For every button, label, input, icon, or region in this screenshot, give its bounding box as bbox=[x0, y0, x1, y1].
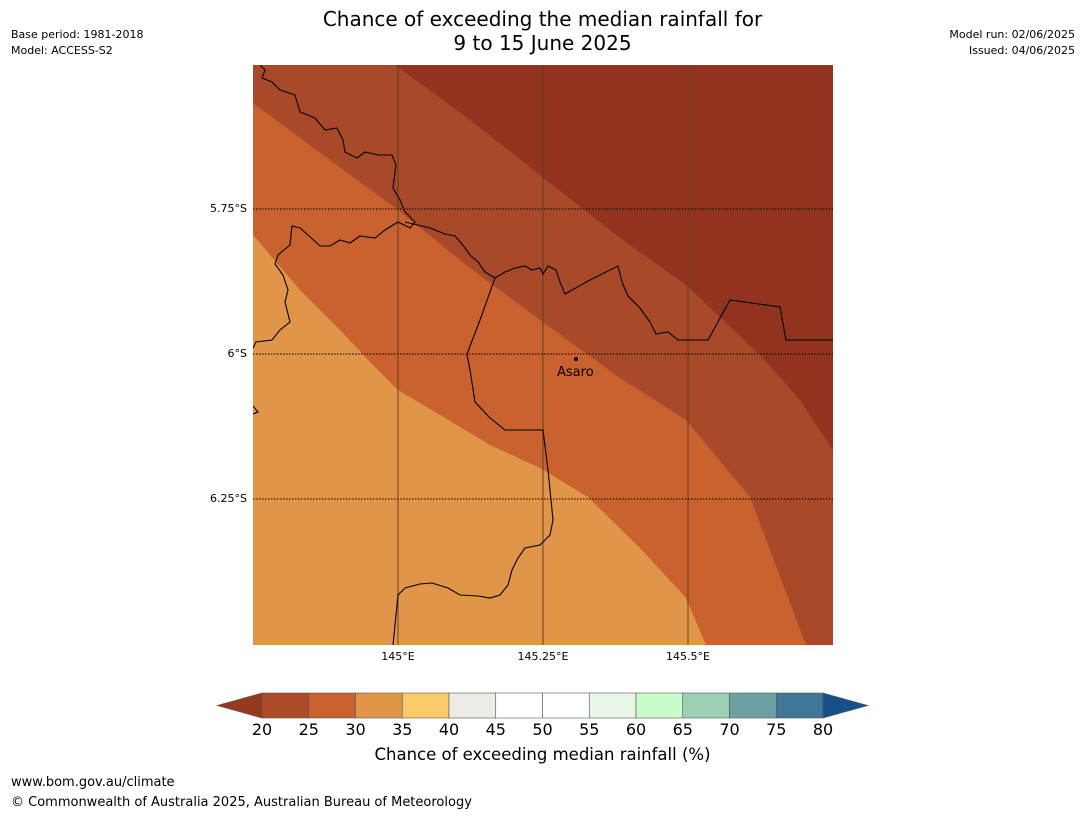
colorbar-tick-label: 45 bbox=[485, 720, 506, 739]
boundary-west-stub bbox=[253, 405, 259, 415]
colorbar-tick-label: 30 bbox=[345, 720, 366, 739]
boundary-south bbox=[392, 277, 554, 645]
colorbar-tick-label: 60 bbox=[625, 720, 647, 739]
chart-title: Chance of exceeding the median rainfall … bbox=[0, 7, 1085, 55]
footer-copyright: © Commonwealth of Australia 2025, Austra… bbox=[11, 795, 472, 810]
base-period: Base period: 1981-2018 bbox=[11, 28, 144, 41]
colorbar-under-arrow bbox=[215, 692, 263, 719]
colorbar-segment bbox=[355, 692, 403, 719]
colorbar-segment bbox=[588, 692, 637, 719]
model-name: Model: ACCESS-S2 bbox=[11, 44, 113, 57]
colorbar-segment bbox=[635, 692, 684, 719]
colorbar-segment bbox=[401, 692, 450, 719]
lat-label-6-25: 6.25°S bbox=[210, 492, 247, 505]
lat-label-5-75: 5.75°S bbox=[210, 202, 247, 215]
title-line-1: Chance of exceeding the median rainfall … bbox=[322, 7, 763, 31]
colorbar-over-arrow bbox=[822, 692, 870, 719]
colorbar-tick-label: 35 bbox=[392, 720, 413, 739]
colorbar-segment bbox=[448, 692, 497, 719]
colorbar-tick-label: 25 bbox=[298, 720, 319, 739]
colorbar-segment bbox=[495, 692, 543, 719]
asaro-marker bbox=[574, 357, 578, 361]
lon-label-145-25: 145.25°E bbox=[517, 650, 569, 663]
colorbar-tick-label: 70 bbox=[719, 720, 740, 739]
meta-left: Base period: 1981-2018 Model: ACCESS-S2 bbox=[11, 27, 143, 59]
boundary-north bbox=[253, 65, 416, 349]
place-label-asaro: Asaro bbox=[557, 365, 594, 380]
colorbar-segment bbox=[308, 692, 356, 719]
footer-url: www.bom.gov.au/climate bbox=[11, 775, 175, 790]
colorbar-segment bbox=[542, 692, 590, 719]
colorbar-tick-label: 65 bbox=[672, 720, 693, 739]
colorbar bbox=[215, 692, 870, 719]
meta-right: Model run: 02/06/2025 Issued: 04/06/2025 bbox=[949, 27, 1075, 59]
colorbar-segment bbox=[682, 692, 730, 719]
colorbar-tick-label: 50 bbox=[532, 720, 553, 739]
boundary-central bbox=[404, 221, 833, 341]
colorbar-segment bbox=[775, 692, 824, 719]
colorbar-tick-label: 40 bbox=[438, 720, 460, 739]
colorbar-tick-label: 20 bbox=[251, 720, 273, 739]
colorbar-segment bbox=[729, 692, 777, 719]
colorbar-tick-label: 75 bbox=[766, 720, 787, 739]
lon-label-145: 145°E bbox=[381, 650, 415, 663]
colorbar-tick-label: 80 bbox=[812, 720, 834, 739]
model-run: Model run: 02/06/2025 bbox=[949, 28, 1075, 41]
band-below-20 bbox=[395, 65, 833, 450]
colorbar-segment bbox=[261, 692, 310, 719]
title-line-2: 9 to 15 June 2025 bbox=[453, 31, 632, 55]
colorbar-label: Chance of exceeding median rainfall (%) bbox=[374, 745, 711, 764]
lat-label-6: 6°S bbox=[227, 347, 247, 360]
colorbar-tick-label: 55 bbox=[579, 720, 600, 739]
lon-label-145-5: 145.5°E bbox=[666, 650, 710, 663]
issued-date: Issued: 04/06/2025 bbox=[968, 44, 1075, 57]
